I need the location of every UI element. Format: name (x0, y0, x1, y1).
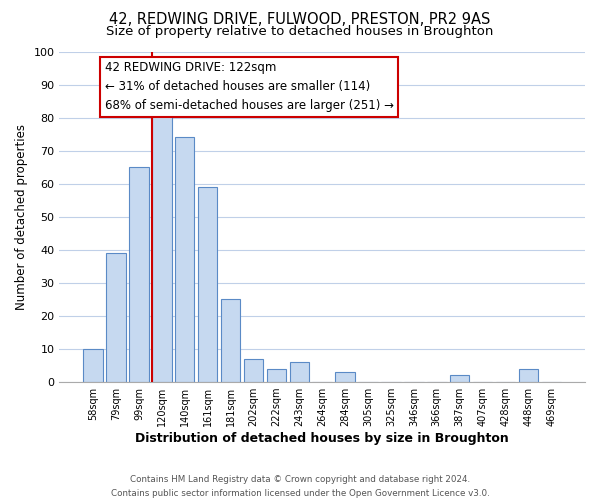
Bar (244, 359, 263, 382)
Bar (83, 349, 103, 382)
Text: 42, REDWING DRIVE, FULWOOD, PRESTON, PR2 9AS: 42, REDWING DRIVE, FULWOOD, PRESTON, PR2… (109, 12, 491, 28)
Bar (152, 114, 172, 382)
Bar (198, 187, 217, 382)
Text: Size of property relative to detached houses in Broughton: Size of property relative to detached ho… (106, 25, 494, 38)
Bar (450, 376, 469, 382)
Y-axis label: Number of detached properties: Number of detached properties (15, 124, 28, 310)
Bar (129, 167, 149, 382)
Bar (106, 253, 126, 382)
Bar (335, 372, 355, 382)
Bar (519, 369, 538, 382)
Text: Contains HM Land Registry data © Crown copyright and database right 2024.
Contai: Contains HM Land Registry data © Crown c… (110, 476, 490, 498)
Text: 42 REDWING DRIVE: 122sqm
← 31% of detached houses are smaller (114)
68% of semi-: 42 REDWING DRIVE: 122sqm ← 31% of detach… (104, 62, 394, 112)
X-axis label: Distribution of detached houses by size in Broughton: Distribution of detached houses by size … (136, 432, 509, 445)
Bar (266, 369, 286, 382)
Bar (290, 362, 309, 382)
Bar (221, 300, 240, 382)
Bar (175, 138, 194, 382)
